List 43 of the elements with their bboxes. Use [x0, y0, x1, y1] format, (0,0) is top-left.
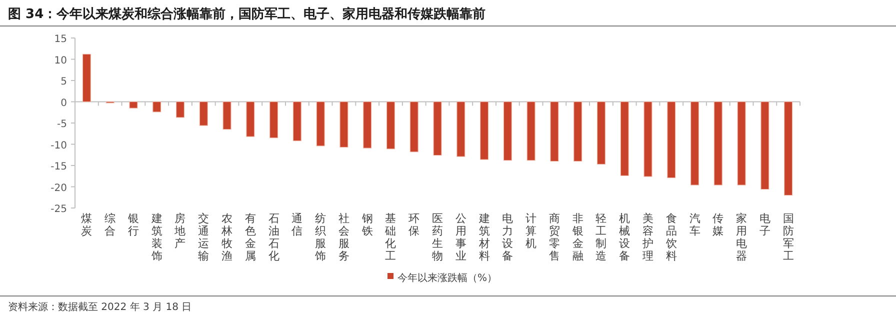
y-tick-label: 15: [54, 34, 67, 45]
x-tick-label: 纺织服饰: [314, 212, 326, 262]
x-tick-label: 通信: [292, 212, 303, 238]
x-tick-label: 食品饮料: [664, 212, 677, 262]
x-tick-label: 石油石化: [268, 212, 280, 262]
x-tick-label: 综合: [104, 212, 116, 238]
y-tick-label: 0: [60, 98, 67, 109]
y-tick-label: -15: [50, 162, 67, 172]
x-tick-label: 机械设备: [619, 212, 630, 262]
x-tick-label: 有色金属: [244, 212, 256, 262]
x-tick-label: 电子: [759, 212, 770, 238]
x-tick-label: 社会服务: [338, 212, 350, 262]
x-tick-label: 房地产: [174, 212, 186, 250]
y-tick-label: -5: [57, 119, 67, 130]
x-tick-label: 计算机: [526, 212, 537, 250]
x-tick-label: 交通运输: [198, 212, 210, 262]
text: 资料来源：数据截至 2022 年 3 月 18 日: [8, 301, 192, 313]
x-tick-label: 非银金融: [571, 212, 584, 262]
x-tick-label: 农林牧渔: [220, 212, 233, 262]
x-tick-label: 汽车: [689, 212, 700, 238]
x-tick-label: 商贸零售: [548, 212, 560, 262]
x-tick-label: 建筑材料: [478, 212, 490, 262]
x-tick-label: 医药生物: [432, 212, 443, 262]
x-tick-label: 环保: [408, 212, 420, 238]
x-tick-label: 银行: [126, 212, 139, 238]
chart-title: 图 34：今年以来煤炭和综合涨幅靠前，国防军工、电子、家用电器和传媒跌幅靠前: [8, 6, 486, 22]
x-tick-label: 美容护理: [641, 212, 654, 262]
x-tick-label: 公用事业: [455, 212, 466, 262]
legend-label: 今年以来涨跌幅（%）: [398, 272, 498, 284]
x-tick-label: 国防军工: [782, 212, 794, 262]
x-tick-label: 轻工制造: [596, 212, 607, 262]
x-tick-label: 煤炭: [81, 212, 92, 238]
x-tick-label: 建筑装饰: [150, 212, 162, 262]
y-tick-label: 10: [54, 55, 67, 66]
x-tick-label: 钢铁: [360, 212, 373, 238]
x-tick-label: 基础化工: [384, 212, 396, 262]
y-tick-label: 5: [60, 76, 67, 88]
y-tick-label: -25: [50, 204, 67, 215]
y-tick-label: -20: [50, 182, 67, 194]
x-tick-label: 电力设备: [502, 212, 514, 262]
y-tick-label: -10: [50, 140, 67, 152]
x-tick-label: 传媒: [712, 212, 724, 238]
x-tick-label: 家用电器: [736, 212, 748, 262]
